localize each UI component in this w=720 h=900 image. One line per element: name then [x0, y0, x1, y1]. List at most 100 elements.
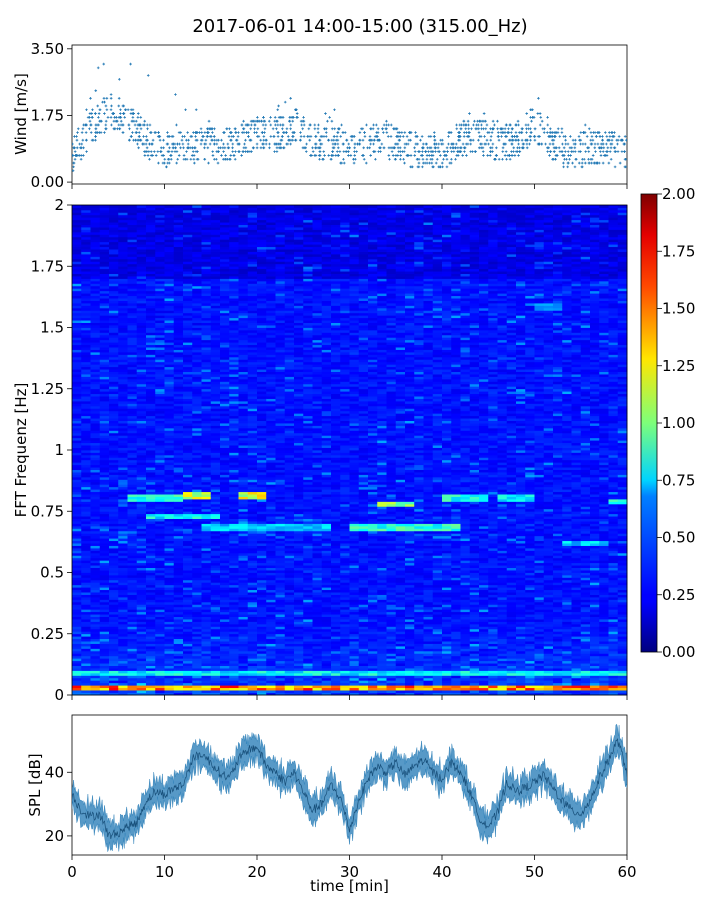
heatmap-cell	[210, 680, 221, 684]
heatmap-cell	[192, 584, 202, 588]
heatmap-cell	[99, 217, 110, 221]
heatmap-cell	[220, 665, 230, 669]
heatmap-cell	[81, 339, 91, 343]
heatmap-cell	[72, 462, 82, 466]
heatmap-cell	[155, 658, 165, 662]
heatmap-cell	[136, 403, 147, 407]
heatmap-cell	[136, 682, 147, 686]
heatmap-cell	[109, 332, 119, 336]
heatmap-cell	[127, 557, 138, 561]
heatmap-cell	[192, 254, 202, 257]
heatmap-cell	[201, 222, 212, 225]
heatmap-cell	[201, 425, 212, 429]
heatmap-cell	[136, 587, 147, 591]
heatmap-cell	[99, 479, 110, 483]
heatmap-cell	[72, 445, 82, 448]
heatmap-cell	[155, 337, 165, 341]
heatmap-cell	[109, 682, 119, 686]
heatmap-cell	[99, 224, 110, 228]
heatmap-cell	[201, 690, 212, 693]
heatmap-cell	[173, 650, 184, 654]
heatmap-cell	[220, 388, 230, 392]
heatmap-cell	[229, 562, 239, 566]
heatmap-cell	[146, 538, 156, 542]
heatmap-cell	[192, 212, 202, 216]
heatmap-cell	[183, 672, 193, 676]
heatmap-cell	[127, 501, 138, 505]
heatmap-cell	[183, 261, 193, 265]
heatmap-cell	[146, 555, 156, 559]
heatmap-cell	[210, 501, 221, 505]
heatmap-cell	[155, 494, 165, 497]
heatmap-cell	[127, 209, 138, 213]
heatmap-cell	[81, 229, 91, 233]
heatmap-cell	[192, 435, 202, 439]
heatmap-cell	[192, 577, 202, 581]
heatmap-cell	[173, 273, 184, 277]
heatmap-cell	[136, 540, 147, 544]
heatmap-cell	[99, 239, 110, 243]
heatmap-cell	[220, 205, 230, 208]
heatmap-cell	[210, 356, 221, 360]
heatmap-cell	[72, 528, 82, 532]
heatmap-cell	[155, 611, 165, 615]
heatmap-cell	[229, 574, 239, 578]
heatmap-cell	[146, 347, 156, 350]
heatmap-cell	[81, 459, 91, 463]
heatmap-cell	[173, 690, 184, 693]
heatmap-cell	[210, 371, 221, 375]
heatmap-cell	[118, 621, 128, 625]
heatmap-cell	[99, 369, 110, 372]
heatmap-cell	[127, 614, 138, 617]
heatmap-cell	[72, 442, 82, 446]
heatmap-cell	[201, 408, 212, 412]
heatmap-cell	[155, 263, 165, 267]
heatmap-cell	[155, 592, 165, 595]
heatmap-cell	[109, 609, 119, 613]
heatmap-cell	[146, 266, 156, 270]
heatmap-cell	[81, 303, 91, 306]
heatmap-cell	[183, 650, 193, 654]
heatmap-cell	[118, 680, 128, 684]
heatmap-cell	[210, 396, 221, 399]
heatmap-cell	[127, 633, 138, 637]
heatmap-cell	[164, 320, 175, 323]
heatmap-cell	[183, 352, 193, 355]
heatmap-cell	[118, 359, 128, 363]
heatmap-cell	[192, 442, 202, 446]
heatmap-cell	[127, 552, 138, 556]
heatmap-cell	[118, 271, 128, 274]
heatmap-cell	[220, 454, 230, 458]
heatmap-cell	[118, 222, 128, 225]
heatmap-cell	[81, 256, 91, 260]
heatmap-cell	[146, 672, 156, 676]
heatmap-cell	[201, 398, 212, 402]
heatmap-cell	[72, 418, 82, 421]
heatmap-cell	[164, 690, 175, 693]
heatmap-cell	[118, 401, 128, 404]
heatmap-cell	[210, 511, 221, 515]
heatmap-cell	[173, 352, 184, 355]
heatmap-cell	[155, 212, 165, 216]
heatmap-cell	[192, 381, 202, 385]
heatmap-cell	[183, 486, 193, 490]
heatmap-cell	[192, 388, 202, 392]
heatmap-cell	[155, 408, 165, 412]
heatmap-cell	[183, 646, 193, 649]
heatmap-cell	[173, 415, 184, 419]
heatmap-cell	[192, 342, 202, 346]
heatmap-cell	[72, 530, 82, 534]
heatmap-cell	[99, 565, 110, 568]
heatmap-cell	[183, 459, 193, 463]
heatmap-cell	[109, 447, 119, 451]
heatmap-cell	[136, 386, 147, 390]
heatmap-cell	[90, 459, 101, 463]
heatmap-cell	[90, 508, 101, 512]
heatmap-cell	[136, 555, 147, 559]
heatmap-cell	[127, 472, 138, 475]
heatmap-cell	[201, 572, 212, 576]
heatmap-cell	[210, 300, 221, 304]
heatmap-cell	[229, 680, 239, 684]
heatmap-cell	[146, 401, 156, 404]
heatmap-cell	[220, 570, 230, 573]
